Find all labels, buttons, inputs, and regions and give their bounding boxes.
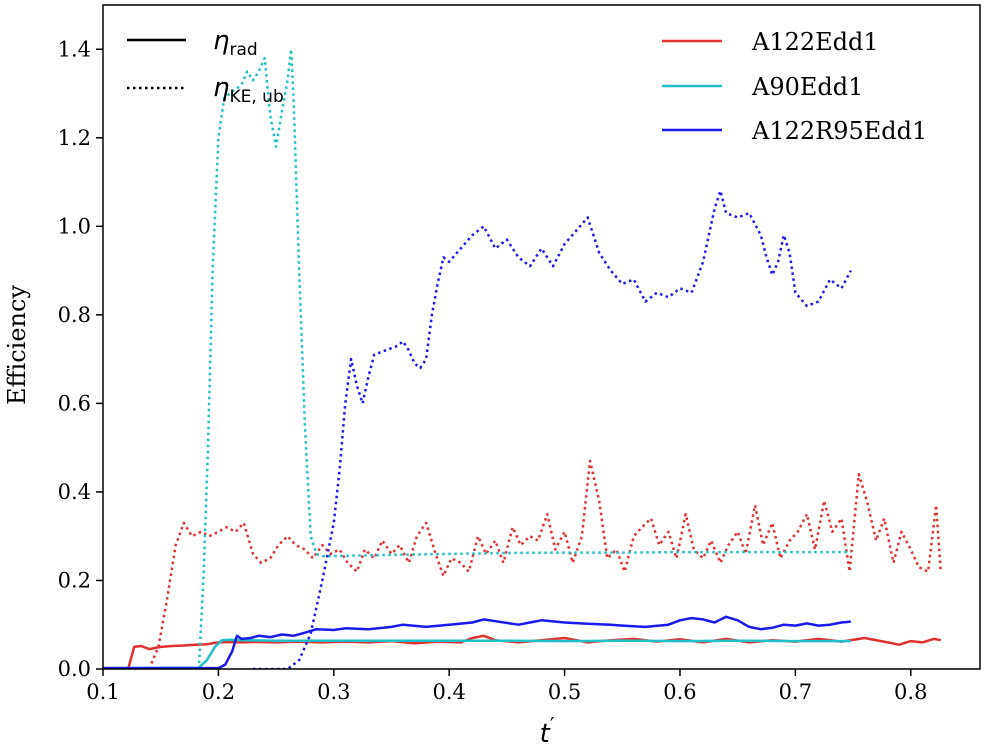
x-tick-label: 0.4 bbox=[432, 680, 465, 704]
series-a122edd1-solid-line bbox=[103, 634, 942, 669]
y-tick-label: 1.4 bbox=[58, 37, 91, 61]
y-tick-label: 0.6 bbox=[58, 391, 91, 415]
x-axis-label-prime: ′ bbox=[550, 713, 555, 737]
series-a122r95edd1-dotted-line bbox=[253, 189, 852, 669]
y-tick-label: 1.0 bbox=[58, 214, 91, 238]
legend-dotted-label: ηKE, ub bbox=[213, 73, 284, 107]
x-tick-label: 0.8 bbox=[894, 680, 927, 704]
legend-dotted-sub: KE, ub bbox=[229, 87, 283, 107]
x-tick-label: 0.7 bbox=[779, 680, 812, 704]
ticks-layer: 0.1 0.2 0.3 0.4 0.5 0.6 0.7 0.8 0.0 0.2 0.4 0.6 0.8 1… bbox=[58, 37, 928, 704]
legend-solid-sub: rad bbox=[229, 40, 257, 60]
series-a90edd1-solid-line bbox=[103, 638, 851, 669]
series-a90edd1-dotted-line bbox=[197, 48, 851, 669]
y-tick-label: 0.2 bbox=[58, 568, 91, 592]
series-a122edd1-dotted-line bbox=[148, 459, 943, 669]
x-tick-label: 0.1 bbox=[86, 680, 119, 704]
legend-solid-label: ηrad bbox=[213, 26, 258, 60]
legend-entry-0-label: A122Edd1 bbox=[751, 28, 879, 56]
legend-entry-1-label: A90Edd1 bbox=[751, 73, 863, 101]
legend-solid-symbol: η bbox=[213, 26, 229, 56]
x-tick-label: 0.5 bbox=[548, 680, 581, 704]
series-a122r95edd1-solid-line bbox=[103, 615, 851, 669]
series-layer bbox=[103, 48, 943, 669]
x-tick-label: 0.6 bbox=[663, 680, 696, 704]
legend-dotted-symbol: η bbox=[213, 73, 229, 103]
legend-entry-2-label: A122R95Edd1 bbox=[751, 117, 927, 145]
y-axis-label: Efficiency bbox=[3, 285, 31, 405]
x-tick-label: 0.2 bbox=[202, 680, 235, 704]
style-legend: ηrad ηKE, ub bbox=[127, 26, 284, 107]
x-tick-label: 0.3 bbox=[317, 680, 350, 704]
y-tick-label: 1.2 bbox=[58, 126, 91, 150]
plot-frame bbox=[102, 4, 981, 670]
y-tick-label: 0.4 bbox=[58, 480, 91, 504]
color-legend: A122Edd1 A90Edd1 A122R95Edd1 bbox=[662, 28, 927, 145]
y-tick-label: 0.8 bbox=[58, 303, 91, 327]
y-tick-label: 0.0 bbox=[58, 657, 91, 681]
x-axis-label: t′ bbox=[540, 713, 555, 748]
x-axis-label-base: t bbox=[540, 719, 551, 748]
